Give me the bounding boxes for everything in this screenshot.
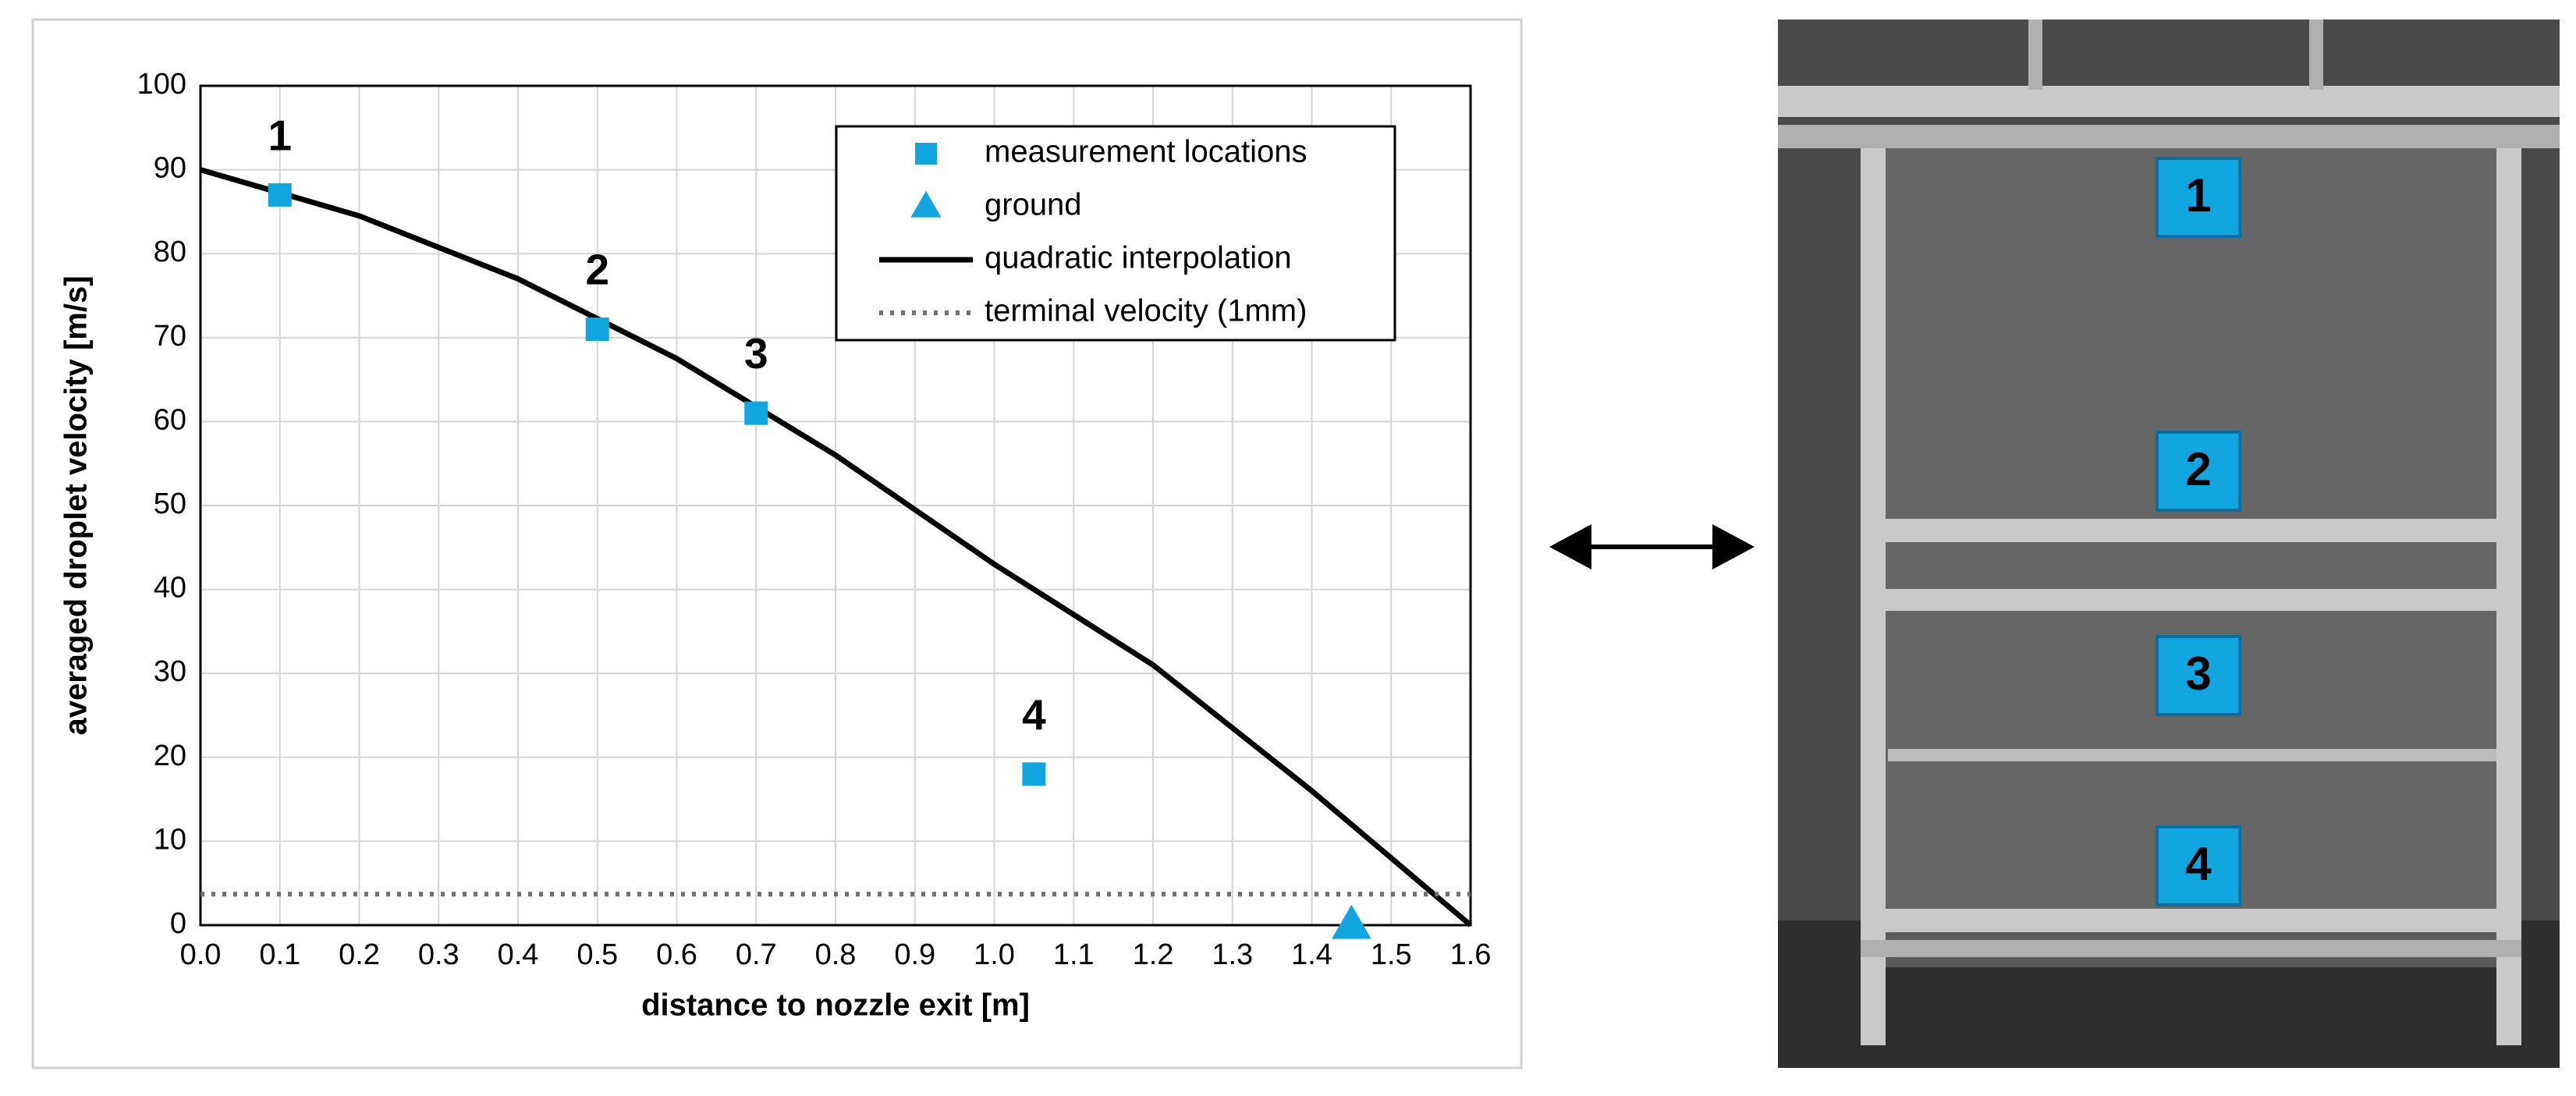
location-label: 2 (2185, 443, 2211, 495)
legend-label: measurement locations (985, 135, 1308, 169)
x-tick-label: 0.3 (418, 938, 459, 971)
y-tick-label: 40 (154, 572, 186, 605)
x-tick-label: 0.8 (815, 938, 857, 971)
frame-beam (1872, 589, 2512, 611)
marker-triangle (910, 190, 942, 218)
location-box (2156, 157, 2241, 238)
marker-square (744, 401, 768, 425)
frame-post (2028, 20, 2042, 90)
y-tick-label: 70 (154, 320, 186, 353)
x-tick-label: 1.0 (974, 938, 1015, 971)
arrow-head (1549, 524, 1591, 569)
x-tick-label: 0.2 (339, 938, 380, 971)
x-tick-label: 0.9 (894, 938, 935, 971)
x-tick-label: 0.5 (577, 938, 618, 971)
frame-beam (1861, 519, 2521, 542)
x-tick-label: 0.0 (180, 938, 222, 971)
point-label: 2 (585, 246, 609, 294)
y-tick-label: 30 (154, 655, 186, 688)
y-tick-label: 20 (154, 740, 186, 772)
x-tick-label: 1.2 (1133, 938, 1174, 971)
y-tick-label: 60 (154, 403, 186, 436)
x-tick-label: 1.4 (1291, 938, 1332, 971)
location-label: 4 (2185, 838, 2212, 890)
x-tick-label: 0.6 (656, 938, 697, 971)
photo: 1 2 3 4 (1778, 20, 2560, 1068)
y-tick-label: 90 (154, 152, 186, 185)
point-label: 4 (1022, 690, 1046, 739)
marker-triangle (1332, 904, 1371, 939)
plot-frame (199, 84, 1472, 927)
double-arrow (1549, 524, 1755, 569)
frame-beam (1778, 86, 2560, 117)
marker-square (1022, 762, 1046, 786)
marker-square (268, 183, 292, 207)
point-label: 3 (744, 329, 768, 378)
frame-beam (1888, 749, 2496, 761)
marker-square (585, 317, 609, 342)
curve (200, 167, 1473, 928)
marker-square (915, 143, 937, 165)
x-tick-label: 1.1 (1053, 938, 1095, 971)
x-tick-label: 0.4 (498, 938, 539, 971)
location-label: 3 (2185, 647, 2211, 700)
frame-beam (1861, 909, 2521, 932)
y-tick-label: 50 (154, 488, 186, 520)
x-tick-label: 1.6 (1450, 938, 1492, 971)
location-box (2156, 825, 2241, 906)
frame-post (2309, 20, 2323, 90)
x-axis-title: distance to nozzle exit [m] (641, 988, 1030, 1023)
chart: 0 10 20 30 40 50 60 70 80 90 100 0.0 0.1 0.2 0.3 0.4 0.5… (59, 68, 1492, 1023)
y-tick-label: 80 (154, 236, 186, 268)
x-tick-label: 0.1 (259, 938, 300, 971)
location-box (2156, 635, 2241, 716)
legend-label: ground (985, 188, 1082, 222)
y-tick-label: 100 (137, 68, 186, 101)
arrow-head (1712, 524, 1755, 569)
location-box (2156, 431, 2241, 512)
frame-beam (1861, 940, 2521, 957)
x-tick-label: 1.5 (1371, 938, 1412, 971)
x-tick-label: 1.3 (1212, 938, 1253, 971)
y-axis-title: averaged droplet velocity [m/s] (59, 275, 94, 735)
frame-beam (1778, 125, 2560, 148)
legend-label: quadratic interpolation (985, 241, 1292, 275)
y-tick-label: 0 (170, 907, 186, 940)
y-tick-label: 10 (154, 823, 186, 856)
location-label: 1 (2185, 169, 2211, 222)
x-tick-label: 0.7 (736, 938, 777, 971)
point-label: 1 (268, 111, 292, 159)
legend-label: terminal velocity (1mm) (985, 294, 1307, 328)
